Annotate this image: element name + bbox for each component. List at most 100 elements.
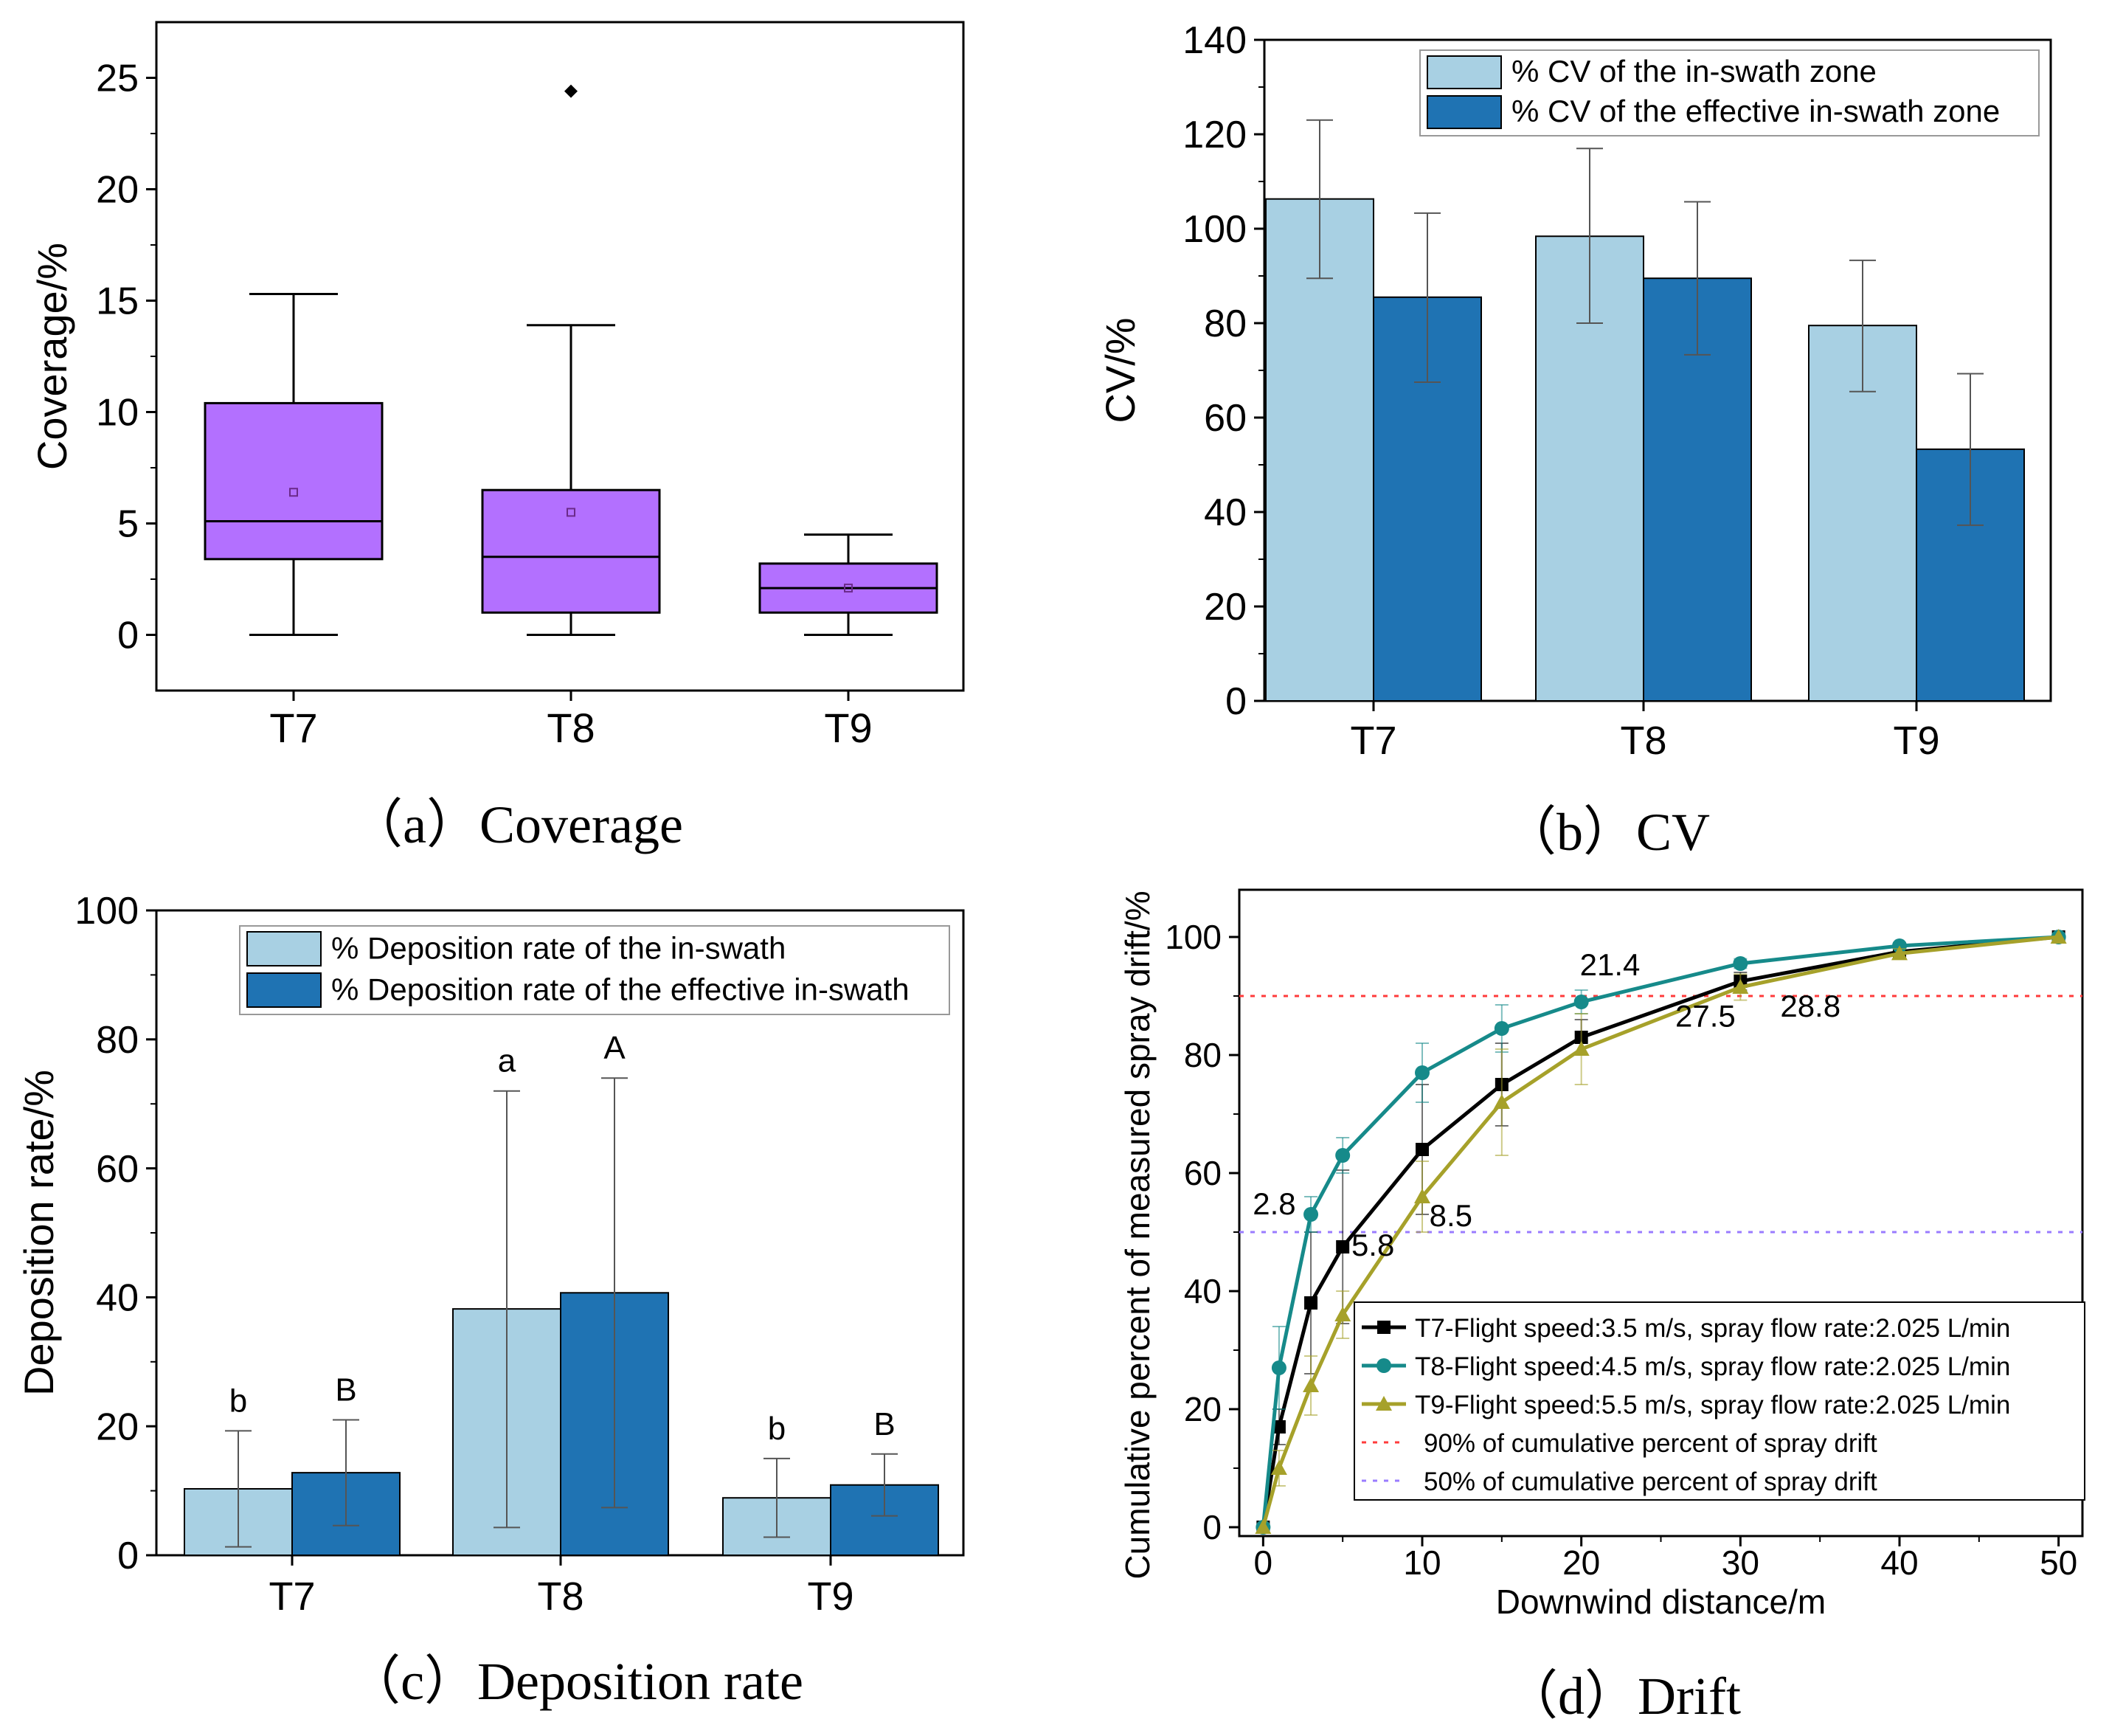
data-point xyxy=(1271,1360,1286,1375)
data-point xyxy=(1336,1240,1350,1253)
legend-frame xyxy=(239,925,950,1015)
box-iqr xyxy=(481,488,661,614)
box-T7 xyxy=(204,292,384,636)
y-tick-label: 80 xyxy=(1184,1036,1222,1074)
legend-swatch xyxy=(1427,55,1502,89)
x-tick-label: 20 xyxy=(1562,1543,1600,1582)
x-tick-label: T7 xyxy=(1350,719,1396,763)
panel-b-cv: 0 20 40 60 80 100 120 140 T7 T8 T9 % CV of the in-s… xyxy=(1097,19,2052,862)
data-point xyxy=(2050,929,2067,944)
data-point xyxy=(1334,1307,1351,1321)
annotation-label: 5.8 xyxy=(1351,1228,1394,1262)
data-point xyxy=(1272,1420,1286,1434)
legend-frame xyxy=(1354,1301,2085,1501)
legend-label: % CV of the effective in-swath zone xyxy=(1511,94,2000,128)
legend-marker xyxy=(1377,1321,1391,1334)
annotation-label: 8.5 xyxy=(1430,1198,1472,1233)
x-tick-label: T7 xyxy=(269,1574,315,1619)
y-axis-label: Deposition rate/% xyxy=(15,1070,62,1396)
y-tick-label: 5 xyxy=(117,503,139,546)
data-point xyxy=(1494,1021,1509,1036)
data-point xyxy=(1493,1094,1510,1109)
y-axis-label: Cumulative percent of measured spray dri… xyxy=(1118,891,1157,1579)
x-tick-label: T8 xyxy=(1620,719,1666,763)
significance-letter: a xyxy=(498,1043,516,1079)
series-line xyxy=(1261,935,2059,1528)
outlier-point xyxy=(564,84,578,98)
y-tick-label: 140 xyxy=(1182,19,1247,62)
y-tick-label: 120 xyxy=(1182,114,1247,156)
x-tick-label: 0 xyxy=(1254,1543,1273,1582)
box-T9 xyxy=(758,533,938,636)
legend-label: T9-Flight speed:5.5 m/s, spray flow rate… xyxy=(1415,1391,2010,1419)
panel-a-coverage: 0 5 10 15 20 25 T7 T8 T9 Coverage/% （a）Coverage xyxy=(29,21,965,854)
y-tick-label: 0 xyxy=(1202,1508,1222,1546)
legend-frame xyxy=(1419,49,2040,136)
annotation-label: 21.4 xyxy=(1580,947,1641,982)
legend-label: 50% of cumulative percent of spray drift xyxy=(1424,1467,1877,1496)
box-iqr xyxy=(204,401,384,561)
legend-label: % CV of the in-swath zone xyxy=(1511,54,1877,89)
data-point xyxy=(1303,1207,1319,1222)
panel-c-deposition: 0 20 40 60 80 100 b B T7 a A T8 b B T9 % Deposition rat… xyxy=(15,890,965,1711)
data-point xyxy=(1304,1296,1318,1310)
y-tick-label: 60 xyxy=(1204,397,1247,440)
y-tick-label: 0 xyxy=(117,1535,139,1577)
x-tick-label: T8 xyxy=(547,705,595,751)
y-tick-label: 0 xyxy=(1225,680,1247,723)
y-tick-label: 20 xyxy=(1204,586,1247,629)
y-tick-label: 60 xyxy=(96,1148,139,1191)
y-tick-label: 60 xyxy=(1184,1154,1222,1192)
data-point xyxy=(1891,945,1908,961)
legend-label: % Deposition rate of the effective in-sw… xyxy=(331,972,910,1006)
panel-caption: （a）Coverage xyxy=(350,795,683,854)
legend-swatch xyxy=(246,972,322,1008)
x-tick-label: T9 xyxy=(824,705,872,751)
box-mean-marker xyxy=(289,488,298,497)
y-axis-label: Coverage/% xyxy=(29,243,75,470)
y-tick-label: 100 xyxy=(75,890,139,933)
significance-letter: B xyxy=(873,1406,895,1442)
legend-label: % Deposition rate of the in-swath xyxy=(331,930,786,965)
data-point xyxy=(1733,956,1748,971)
series-T9 xyxy=(1255,929,2067,1534)
legend: % CV of the in-swath zone % CV of the eff… xyxy=(1419,49,2040,136)
data-point xyxy=(1255,1519,1272,1534)
legend-marker xyxy=(1376,1396,1392,1411)
x-tick-label: T8 xyxy=(537,1574,583,1619)
legend-label: T8-Flight speed:4.5 m/s, spray flow rate… xyxy=(1415,1352,2010,1381)
y-tick-label: 40 xyxy=(1184,1272,1222,1310)
panel-caption: （b）CV xyxy=(1503,803,1710,862)
box-mean-marker xyxy=(567,508,575,517)
data-point xyxy=(1415,1065,1430,1080)
y-tick-label: 0 xyxy=(117,615,139,657)
x-axis-label: Downwind distance/m xyxy=(1496,1583,1826,1621)
legend-label: T7-Flight speed:3.5 m/s, spray flow rate… xyxy=(1415,1314,2010,1343)
panel-caption: （d）Drift xyxy=(1505,1667,1741,1726)
data-point xyxy=(1732,979,1749,994)
significance-letter: A xyxy=(603,1030,626,1066)
x-tick-label: T9 xyxy=(807,1574,853,1619)
box-mean-marker xyxy=(844,584,853,593)
panel-caption: （c）Deposition rate xyxy=(347,1652,803,1711)
y-tick-label: 10 xyxy=(96,392,139,435)
data-point xyxy=(1573,995,1589,1009)
x-tick-label: 50 xyxy=(2040,1543,2077,1582)
y-tick-label: 25 xyxy=(96,58,139,100)
series-line xyxy=(1261,935,2059,1528)
x-tick-label: 10 xyxy=(1403,1543,1441,1582)
y-tick-label: 80 xyxy=(1204,302,1247,345)
x-tick-label: T9 xyxy=(1893,719,1939,763)
data-point xyxy=(1414,1189,1431,1203)
data-point xyxy=(1573,1041,1590,1056)
x-tick-label: T7 xyxy=(269,705,317,751)
significance-letter: B xyxy=(335,1372,356,1408)
box-T8 xyxy=(481,84,661,636)
data-point xyxy=(1416,1143,1430,1156)
significance-letter: b xyxy=(229,1383,247,1419)
data-point xyxy=(1335,1148,1351,1163)
legend-label: 90% of cumulative percent of spray drift xyxy=(1424,1429,1877,1458)
y-tick-label: 80 xyxy=(96,1019,139,1062)
